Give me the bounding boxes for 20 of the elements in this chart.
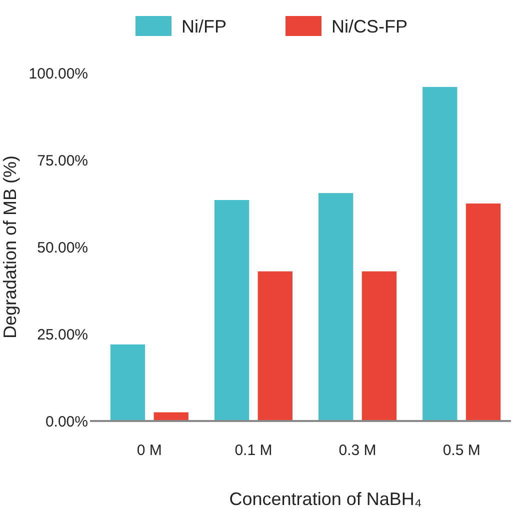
x-axis-title: Concentration of NaBH₄ [229, 489, 422, 509]
y-tick-label: 100.00% [28, 65, 88, 82]
y-tick-label: 0.00% [45, 413, 88, 430]
x-tick-label: 0.5 M [442, 442, 480, 459]
bar [110, 344, 146, 421]
y-axis-title: Degradation of MB (%) [0, 155, 20, 339]
legend-label: Ni/FP [182, 16, 226, 36]
x-tick-label: 0 M [136, 442, 162, 459]
x-tick-label: 0.3 M [338, 442, 376, 459]
y-tick-label: 25.00% [37, 326, 88, 344]
bar [422, 86, 458, 421]
bar [318, 193, 354, 421]
y-tick-label: 50.00% [37, 239, 88, 256]
bar [466, 204, 501, 421]
bar [362, 271, 397, 421]
bar [258, 271, 292, 421]
bar [214, 200, 250, 421]
legend-label: Ni/CS-FP [332, 16, 408, 36]
x-tick-label: 0.1 M [234, 442, 272, 459]
y-tick-label: 75.00% [37, 152, 88, 170]
